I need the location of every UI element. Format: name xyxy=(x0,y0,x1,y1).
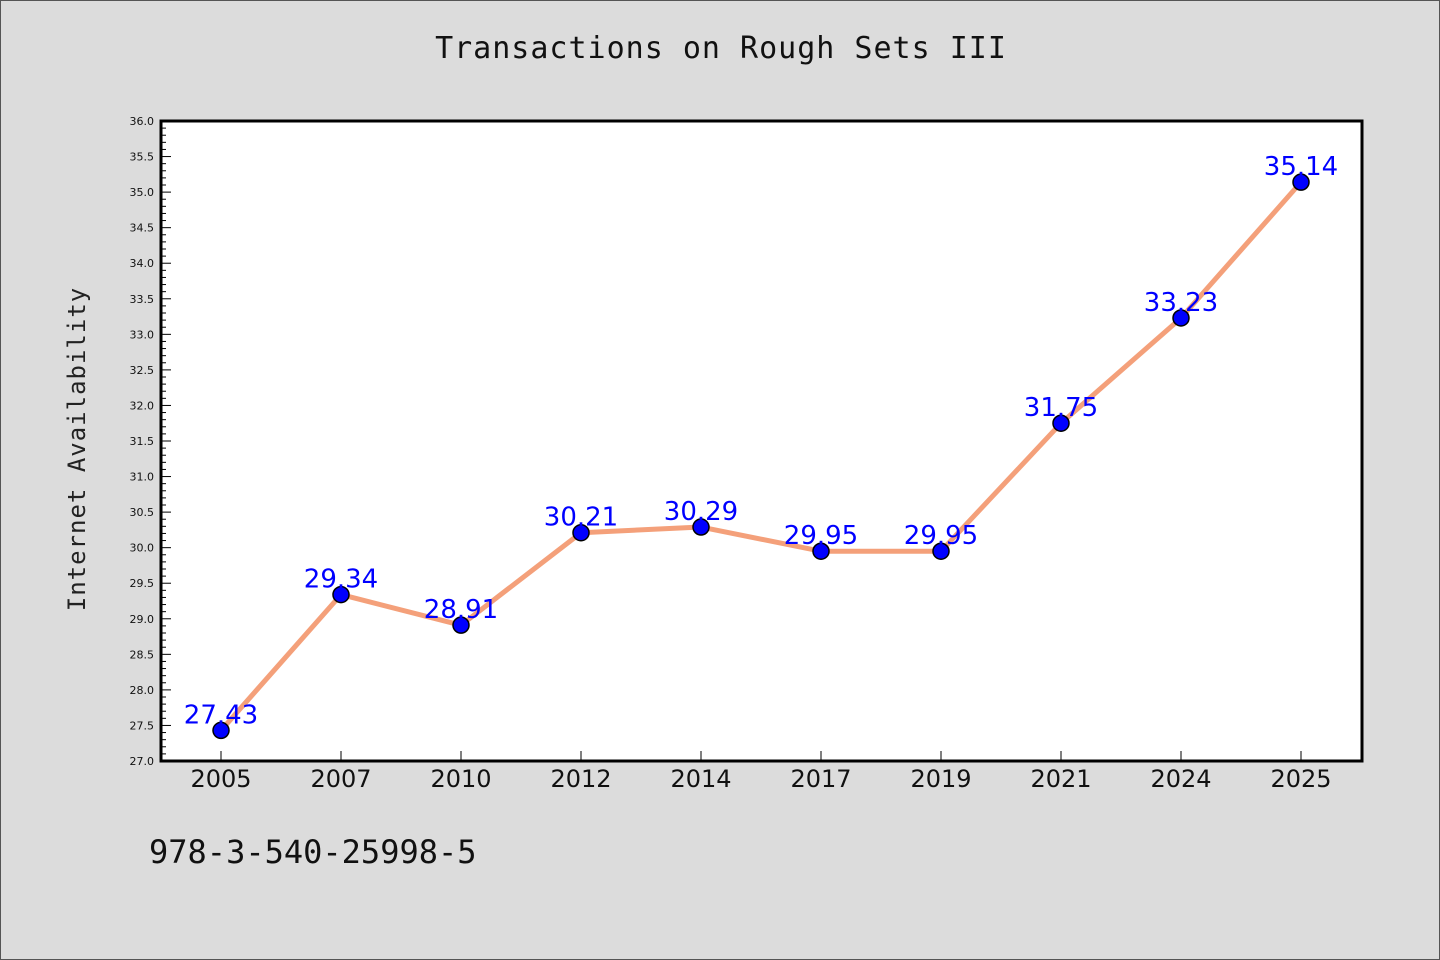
x-tick-label: 2017 xyxy=(790,765,851,793)
data-point xyxy=(1292,173,1310,191)
y-tick-label: 28.0 xyxy=(130,684,155,697)
y-tick-label: 35.5 xyxy=(130,151,155,164)
y-axis: 27.0 27.5 28.0 28.5 29.0 29.5 30.0 30.5 31.0 31.5… xyxy=(130,115,171,768)
data-label: 31.75 xyxy=(1024,393,1098,423)
data-label: 29.95 xyxy=(904,521,978,551)
x-tick-label: 2012 xyxy=(550,765,611,793)
y-tick-label: 30.0 xyxy=(130,542,155,555)
data-label: 29.95 xyxy=(784,521,858,551)
y-tick-label: 28.5 xyxy=(130,648,155,661)
chart-title: Transactions on Rough Sets III xyxy=(435,31,1007,66)
y-axis-label: Internet Availability xyxy=(63,287,91,611)
x-tick-label: 2024 xyxy=(1150,765,1211,793)
x-tick-label: 2021 xyxy=(1030,765,1091,793)
data-point xyxy=(212,721,230,740)
y-tick-label: 32.0 xyxy=(130,399,155,412)
x-tick-label: 2005 xyxy=(190,765,251,793)
series-line xyxy=(218,179,1304,733)
data-label: 30.21 xyxy=(544,503,618,533)
x-axis: 2005 2007 2010 2012 2014 2017 2019 2021 2024 2025 xyxy=(190,751,1332,793)
y-tick-label: 33.0 xyxy=(130,328,155,341)
data-point xyxy=(692,518,710,536)
y-tick-label: 29.5 xyxy=(130,577,155,590)
y-tick-label: 30.5 xyxy=(130,506,155,519)
y-tick-label: 29.0 xyxy=(130,613,155,626)
data-point xyxy=(1052,414,1070,432)
y-tick-label: 33.5 xyxy=(130,293,155,306)
y-tick-label: 34.0 xyxy=(130,257,155,270)
y-tick-label: 36.0 xyxy=(130,115,155,128)
y-tick-label: 35.0 xyxy=(130,186,155,199)
y-tick-label: 32.5 xyxy=(130,364,155,377)
data-point xyxy=(572,523,590,542)
data-point xyxy=(1172,309,1190,327)
data-point xyxy=(932,542,950,560)
x-tick-label: 2019 xyxy=(910,765,971,793)
y-tick-label: 31.0 xyxy=(130,471,155,484)
data-point xyxy=(332,585,350,604)
data-label: 27.43 xyxy=(184,700,258,730)
x-tick-label: 2025 xyxy=(1270,765,1331,793)
data-point xyxy=(812,542,830,560)
y-tick-label: 34.5 xyxy=(130,222,155,235)
series-group xyxy=(212,173,1310,740)
data-labels: 27.43 29.34 28.91 30.21 30.29 29.95 29.95 31.75… xyxy=(184,152,1338,730)
plot-area xyxy=(159,119,1364,763)
data-label: 33.23 xyxy=(1144,288,1218,318)
data-point xyxy=(452,616,470,634)
data-label: 35.14 xyxy=(1264,152,1338,182)
isbn-footnote: 978-3-540-25998-5 xyxy=(149,833,477,871)
y-tick-label: 31.5 xyxy=(130,435,155,448)
x-tick-label: 2007 xyxy=(310,765,371,793)
data-label: 28.91 xyxy=(424,595,498,625)
y-tick-label: 27.5 xyxy=(130,719,155,732)
data-label: 30.29 xyxy=(664,497,738,527)
data-label: 29.34 xyxy=(304,565,378,595)
x-tick-label: 2010 xyxy=(430,765,491,793)
y-tick-label: 27.0 xyxy=(130,755,155,768)
x-tick-label: 2014 xyxy=(670,765,731,793)
